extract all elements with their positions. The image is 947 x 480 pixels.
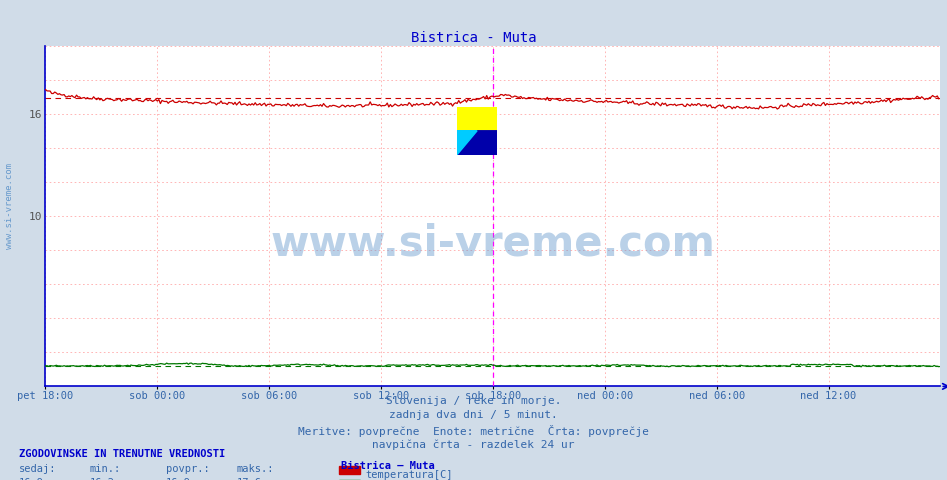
- Text: ZGODOVINSKE IN TRENUTNE VREDNOSTI: ZGODOVINSKE IN TRENUTNE VREDNOSTI: [19, 449, 225, 459]
- Text: www.si-vreme.com: www.si-vreme.com: [5, 163, 14, 250]
- Text: 17.6: 17.6: [237, 478, 261, 480]
- Text: 16.2: 16.2: [90, 478, 115, 480]
- Polygon shape: [457, 131, 477, 155]
- Text: Meritve: povprečne  Enote: metrične  Črta: povprečje: Meritve: povprečne Enote: metrične Črta:…: [298, 425, 649, 437]
- Text: www.si-vreme.com: www.si-vreme.com: [271, 222, 715, 264]
- Polygon shape: [457, 131, 497, 155]
- Text: 16.9: 16.9: [166, 478, 190, 480]
- Text: temperatura[C]: temperatura[C]: [366, 470, 453, 480]
- Polygon shape: [457, 131, 477, 155]
- Text: maks.:: maks.:: [237, 464, 275, 474]
- Text: zadnja dva dni / 5 minut.: zadnja dva dni / 5 minut.: [389, 410, 558, 420]
- Text: Slovenija / reke in morje.: Slovenija / reke in morje.: [385, 396, 562, 406]
- Polygon shape: [457, 131, 497, 155]
- Text: povpr.:: povpr.:: [166, 464, 209, 474]
- Text: Bistrica - Muta: Bistrica - Muta: [411, 31, 536, 45]
- Text: sedaj:: sedaj:: [19, 464, 57, 474]
- Text: min.:: min.:: [90, 464, 121, 474]
- Text: Bistrica – Muta: Bistrica – Muta: [341, 461, 435, 471]
- Text: navpična črta - razdelek 24 ur: navpična črta - razdelek 24 ur: [372, 439, 575, 450]
- Text: 16.9: 16.9: [19, 478, 44, 480]
- Polygon shape: [457, 107, 497, 131]
